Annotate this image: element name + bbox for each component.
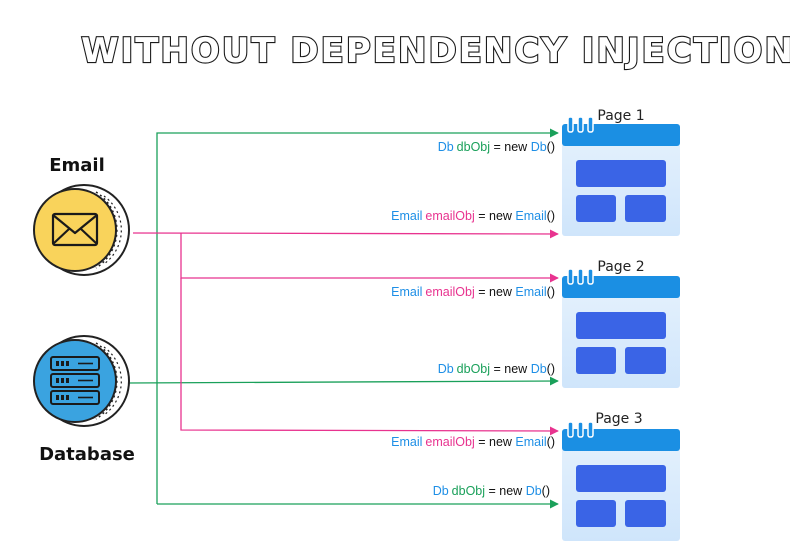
database-node: Database [33,335,135,465]
email-connectors [132,229,559,436]
db-connectors [127,128,559,509]
email-arrow-page2 [180,233,559,283]
page-1: Page 1 [561,108,681,237]
db-statement-page2: Db dbObj = new Db() [438,362,555,376]
page-2-label: Page 2 [597,259,644,275]
email-statement-page1: Email emailObj = new Email() [391,209,555,223]
page-1-icon [561,116,681,237]
db-statement-page1: Db dbObj = new Db() [438,140,555,154]
page-2: Page 2 [561,259,681,389]
db-arrow-page1 [156,128,559,504]
email-statement-page2: Email emailObj = new Email() [391,285,555,299]
db-arrow-page2 [127,376,559,386]
page-3-icon [561,421,681,542]
page-2-icon [561,268,681,389]
page-3: Page 3 [561,411,681,542]
diagram-title: WITHOUT DEPENDENCY INJECTION [81,31,790,71]
database-label: Database [39,444,135,465]
email-node: Email [33,155,130,276]
envelope-icon [51,212,99,247]
email-arrow-page1 [132,229,559,239]
email-arrow-page3 [180,278,559,436]
db-statement-page3: Db dbObj = new Db() [433,484,550,498]
email-statement-page3: Email emailObj = new Email() [391,435,555,449]
email-label: Email [49,155,105,176]
page-3-label: Page 3 [595,411,642,427]
server-icon [50,356,100,405]
page-1-label: Page 1 [597,108,644,124]
